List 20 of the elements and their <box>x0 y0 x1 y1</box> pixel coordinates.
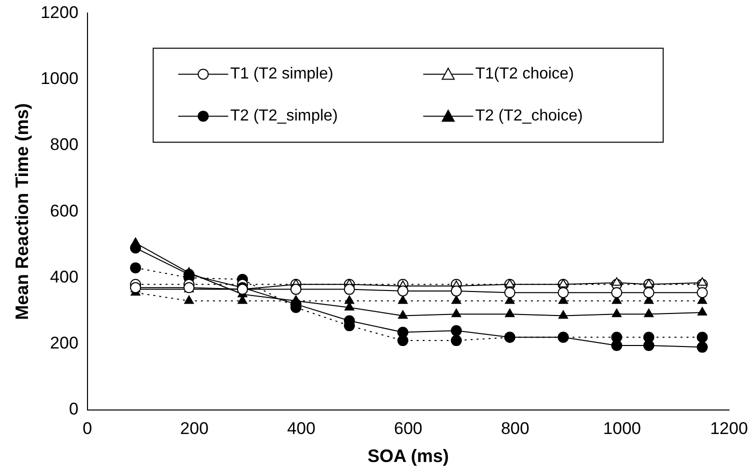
y-tick-label: 0 <box>68 400 78 419</box>
x-tick-label: 1000 <box>603 418 641 438</box>
y-tick-label: 200 <box>50 334 78 353</box>
y-axis-title: Mean Reaction Time (ms) <box>12 103 32 320</box>
x-tick-label: 400 <box>287 418 316 438</box>
x-tick-label: 800 <box>500 418 530 438</box>
x-tick-label: 600 <box>394 418 422 438</box>
y-tick-label: 400 <box>50 267 78 286</box>
legend-label: T1(T2 choice) <box>475 66 574 83</box>
x-tick-label: 1200 <box>710 418 748 438</box>
x-axis-title: SOA (ms) <box>368 446 449 466</box>
x-tick-label: 0 <box>82 418 92 438</box>
y-tick-label: 800 <box>50 135 78 154</box>
y-tick-label: 1000 <box>40 69 78 88</box>
y-tick-label: 1200 <box>40 2 78 22</box>
y-tick-label: 600 <box>50 201 78 220</box>
legend-label: T2 (T2_simple) <box>230 108 338 125</box>
x-tick-label: 200 <box>180 418 209 438</box>
legend-label: T1 (T2 simple) <box>230 66 334 83</box>
legend-label: T2 (T2_choice) <box>475 108 583 125</box>
